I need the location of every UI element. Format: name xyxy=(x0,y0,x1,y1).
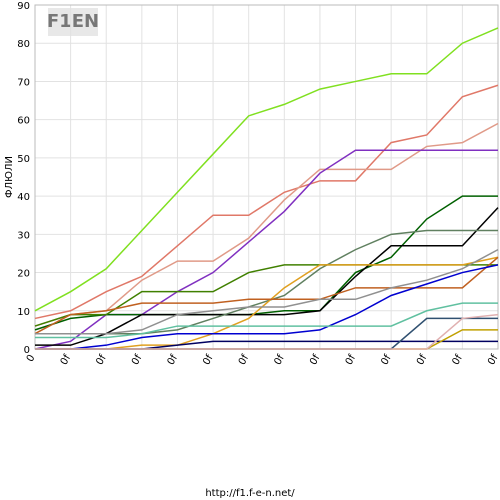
x-tick-label: 0f xyxy=(272,353,287,367)
logo-box xyxy=(48,8,98,36)
x-tick-label: 0f xyxy=(451,353,466,367)
y-tick-label: 30 xyxy=(17,230,30,241)
y-tick-label: 0 xyxy=(24,345,30,356)
y-tick-label: 20 xyxy=(17,269,30,280)
y-tick-label: 70 xyxy=(17,77,30,88)
y-tick-label: 90 xyxy=(17,1,30,12)
series-line xyxy=(35,302,498,339)
y-tick-label: 50 xyxy=(17,154,30,165)
x-tick-label: 0f xyxy=(130,353,145,367)
footer: http://f1.f-e-n.net/ xyxy=(205,488,295,499)
y-tick-label: 60 xyxy=(17,116,30,127)
x-tick-label: 0f xyxy=(415,353,430,367)
x-tick-label: 0f xyxy=(201,353,216,367)
series-line xyxy=(34,122,499,327)
series-line xyxy=(34,84,499,320)
series-line xyxy=(35,329,498,350)
series-line xyxy=(35,256,499,350)
series-line xyxy=(35,207,499,346)
x-tick-label: 0f xyxy=(486,353,500,367)
y-tick-label: 80 xyxy=(17,39,30,50)
x-tick-label: 0 xyxy=(25,353,38,364)
plot-frame xyxy=(34,4,499,350)
series-line xyxy=(35,248,499,335)
x-tick-label: 0f xyxy=(166,353,181,367)
x-tick-label: 0f xyxy=(59,353,74,367)
logo: F1EN xyxy=(47,8,99,36)
series-line xyxy=(34,264,498,327)
x-tick-label: 0f xyxy=(237,353,252,367)
series-line xyxy=(34,27,499,312)
series-line xyxy=(35,264,499,350)
x-tick-label: 0f xyxy=(308,353,323,367)
x-tick-label: 0f xyxy=(344,353,359,367)
y-tick-label: 40 xyxy=(17,192,30,203)
series-line xyxy=(34,195,498,331)
x-tick-label: 0f xyxy=(379,353,394,367)
y-axis-label: ФЛЮЛИ xyxy=(4,156,15,198)
series-line xyxy=(34,256,499,335)
series-line xyxy=(35,313,499,350)
logo-text: F1EN xyxy=(47,11,99,32)
y-tick-label: 10 xyxy=(17,307,30,318)
series-line xyxy=(34,149,498,350)
x-tick-label: 0f xyxy=(94,353,109,367)
